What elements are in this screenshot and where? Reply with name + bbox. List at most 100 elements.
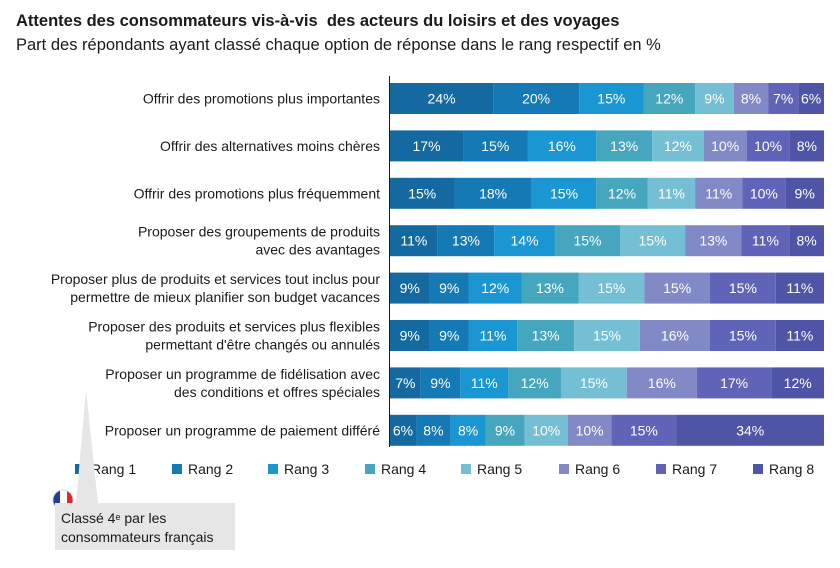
bar-segment	[620, 225, 686, 257]
bar-segment	[554, 225, 621, 257]
bar-segment	[798, 83, 824, 114]
bar-segment	[494, 225, 555, 257]
callout-line2: consommateurs français	[61, 529, 214, 545]
bar-value-label: 9%	[439, 280, 459, 296]
bar-value-label: 15%	[580, 375, 608, 391]
bar-value-label: 9%	[400, 328, 420, 344]
category-label: Proposer un programme de paiement différ…	[105, 422, 380, 438]
bar-value-label: 10%	[576, 422, 604, 438]
legend-swatch	[268, 464, 278, 474]
bar-value-label: 8%	[423, 422, 443, 438]
legend-label: Rang 6	[575, 461, 620, 477]
bar-value-label: 11%	[705, 185, 732, 201]
bar-value-label: 7%	[395, 375, 415, 391]
bar-segment	[454, 177, 532, 209]
bar-value-label: 8%	[458, 422, 478, 438]
bar-segment	[696, 367, 772, 399]
bar-segment	[527, 130, 597, 162]
category-label: Proposer des groupements de produits	[138, 224, 380, 240]
bar-value-label: 12%	[608, 185, 636, 201]
bar-value-label: 15%	[630, 422, 658, 438]
bar-segment	[695, 177, 743, 209]
bar-value-label: 15%	[550, 185, 578, 201]
bar-segment	[493, 83, 580, 114]
legend-label: Rang 8	[769, 461, 814, 477]
bar-segment	[390, 130, 464, 162]
bar-segment	[596, 177, 648, 209]
bar-segment	[437, 225, 495, 257]
bar-value-label: 13%	[699, 233, 727, 249]
bar-value-label: 16%	[661, 328, 689, 344]
callout-text: Classé 4e par les consommateurs français	[61, 509, 214, 547]
bar-segment	[521, 272, 579, 304]
bar-value-label: 15%	[481, 138, 509, 154]
legend-swatch	[365, 464, 375, 474]
bar-segment	[710, 320, 776, 351]
legend-label: Rang 2	[188, 461, 233, 477]
legend-label: Rang 1	[91, 461, 136, 477]
bar-value-label: 9%	[439, 328, 459, 344]
bar-value-label: 11%	[400, 233, 427, 249]
legend-label: Rang 4	[381, 461, 426, 477]
chart-title: Attentes des consommateurs vis-à-vis des…	[16, 12, 620, 30]
bar-segment	[579, 83, 644, 114]
bar-segment	[596, 130, 653, 162]
bar-value-label: 13%	[610, 138, 638, 154]
category-label: Offrir des alternatives moins chères	[160, 138, 380, 154]
category-label: permettre de mieux planifier son budget …	[70, 289, 380, 305]
bar-segment	[390, 83, 494, 114]
bar-segment	[741, 225, 790, 257]
bar-segment	[560, 367, 627, 399]
bar-segment	[468, 272, 522, 304]
category-labels: Offrir des promotions plus importantes Of…	[51, 91, 381, 439]
bar-segment	[685, 225, 742, 257]
bar-segment	[789, 225, 824, 257]
bar-segment	[390, 177, 455, 209]
bar-segment	[450, 414, 486, 446]
flag-blue-stripe	[53, 490, 60, 510]
bar-segment	[768, 83, 799, 114]
callout-pointer-shape	[76, 390, 98, 503]
bar-value-label: 15%	[593, 328, 621, 344]
bar-value-label: 17%	[720, 375, 748, 391]
bar-segment	[611, 414, 677, 446]
bar-value-label: 15%	[573, 233, 601, 249]
bar-segment	[644, 272, 711, 304]
bar-value-label: 15%	[663, 280, 691, 296]
bar-value-label: 8%	[797, 138, 817, 154]
bar-value-label: 14%	[511, 233, 539, 249]
bar-segment	[775, 320, 824, 351]
legend-swatch	[461, 464, 471, 474]
bar-value-label: 11%	[786, 328, 813, 344]
bar-segment	[531, 177, 597, 209]
category-label: Proposer plus de produits et services to…	[51, 271, 381, 287]
bar-value-label: 15%	[408, 185, 436, 201]
bar-value-label: 11%	[752, 233, 779, 249]
legend-swatch	[172, 464, 182, 474]
category-label: Proposer des produits et services plus f…	[88, 319, 380, 335]
bar-value-label: 16%	[648, 375, 676, 391]
bar-segment	[524, 414, 568, 446]
callout-text-after: par les	[120, 510, 167, 526]
bar-segment	[463, 130, 528, 162]
bar-segment	[710, 272, 776, 304]
bar-segment	[390, 414, 417, 446]
bar-value-label: 20%	[522, 91, 550, 107]
flag-white-stripe	[60, 490, 67, 510]
bar-value-label: 17%	[413, 138, 441, 154]
bar-value-label: 16%	[548, 138, 576, 154]
bar-value-label: 15%	[597, 91, 625, 107]
bar-segment	[578, 272, 645, 304]
bar-segment	[508, 367, 561, 399]
bar-value-label: 12%	[521, 375, 549, 391]
bar-segment	[485, 414, 525, 446]
bar-segment	[567, 414, 612, 446]
bar-segment	[789, 130, 824, 162]
category-label: Offrir des promotions plus fréquemment	[134, 185, 381, 201]
bar-segment	[468, 320, 518, 351]
bar-value-label: 9%	[704, 91, 724, 107]
bar-segment	[742, 177, 786, 209]
bar-value-label: 12%	[655, 91, 683, 107]
bar-segment	[574, 320, 640, 351]
